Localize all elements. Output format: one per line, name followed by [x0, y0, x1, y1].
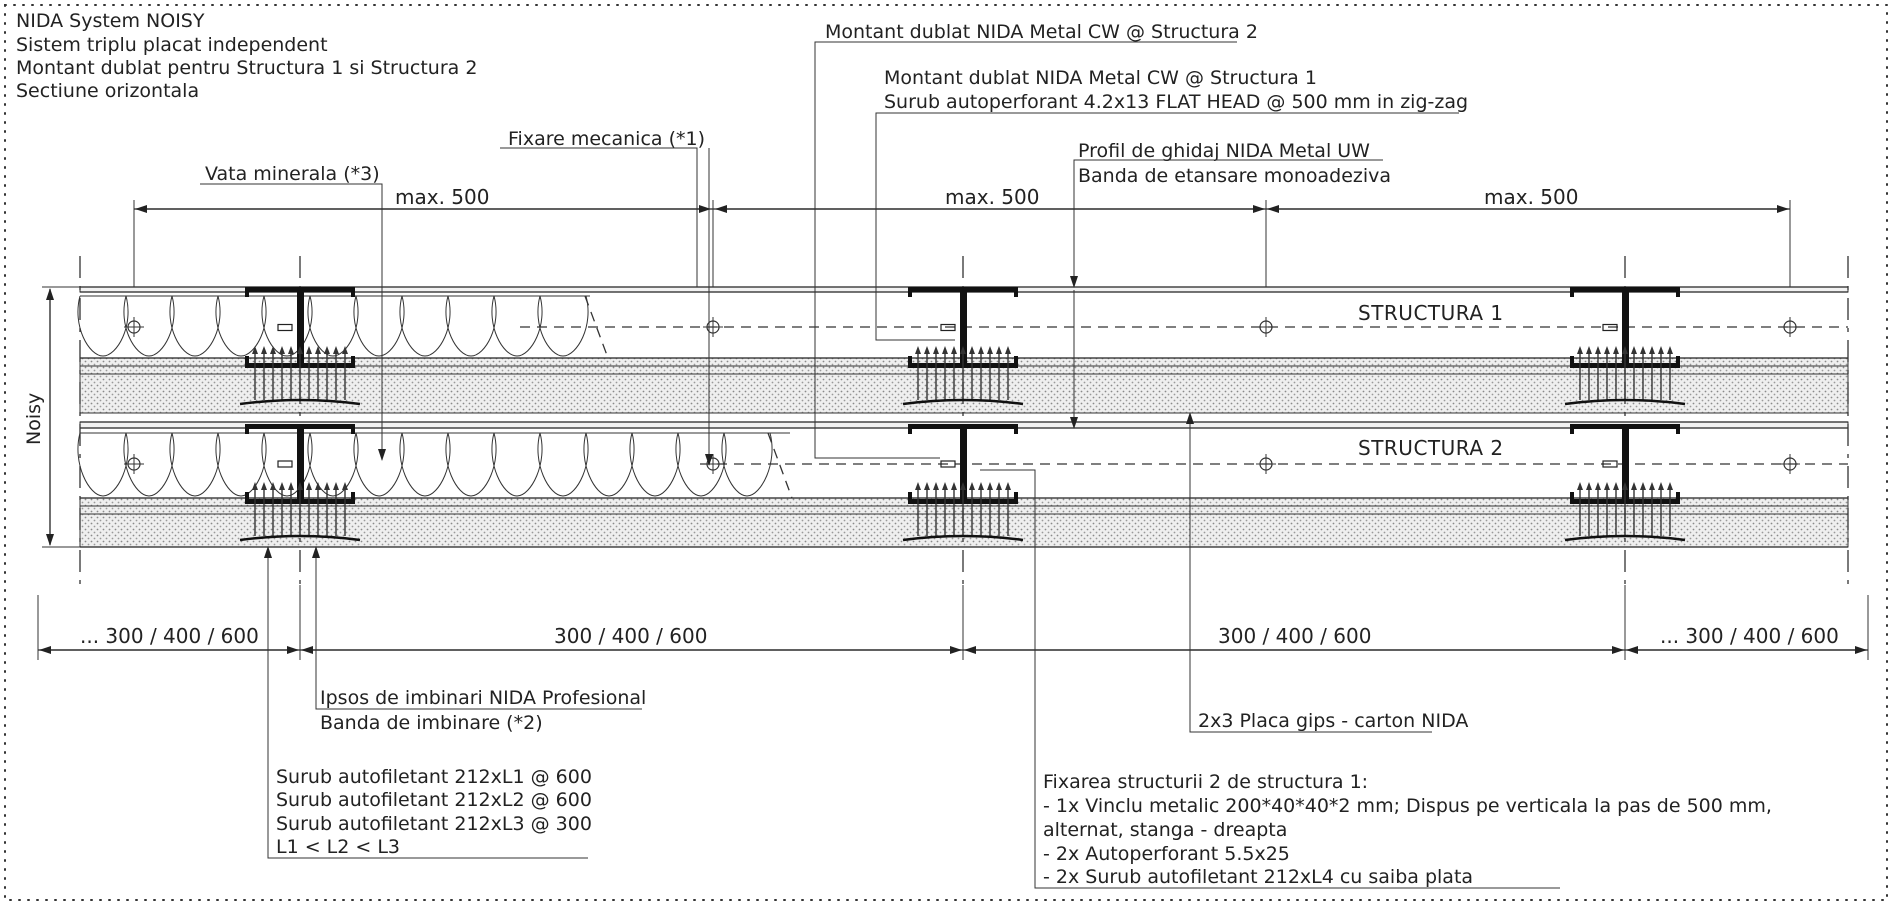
bottom-dim-3: 300 / 400 / 600 — [1218, 624, 1371, 648]
label-fixarea-1: Fixarea structurii 2 de structura 1: — [1043, 771, 1368, 793]
mineral-wool-1 — [77, 295, 589, 357]
top-dimensions: max. 500 max. 500 max. 500 — [133, 185, 1791, 287]
title-line-4: Sectiune orizontala — [16, 80, 199, 102]
title-line-2: Sistem triplu placat independent — [16, 34, 328, 56]
leader-fixarea: Fixarea structurii 2 de structura 1: - 1… — [980, 469, 1772, 889]
label-surub-1: Surub autofiletant 212xL1 @ 600 — [276, 766, 592, 788]
leader-profil-uw: Profil de ghidaj NIDA Metal UW Banda de … — [1070, 140, 1391, 429]
label-surub-2: Surub autofiletant 212xL2 @ 600 — [276, 789, 592, 811]
leader-suruburi: Surub autofiletant 212xL1 @ 600 Surub au… — [264, 546, 592, 859]
label-fixarea-5: - 2x Surub autofiletant 212xL4 cu saiba … — [1043, 866, 1473, 888]
leader-ipsos: Ipsos de imbinari NIDA Profesional Banda… — [312, 546, 646, 734]
label-vata-minerala: Vata minerala (*3) — [205, 163, 380, 185]
label-fixare-mecanica: Fixare mecanica (*1) — [508, 128, 705, 150]
label-banda-etansare: Banda de etansare monoadeziva — [1078, 165, 1391, 187]
label-surub-3: Surub autofiletant 212xL3 @ 300 — [276, 813, 592, 835]
title-line-1: NIDA System NOISY — [16, 10, 205, 32]
centerline-marker — [1780, 454, 1800, 474]
centerline-marker — [124, 317, 144, 337]
label-profil-uw: Profil de ghidaj NIDA Metal UW — [1078, 140, 1370, 162]
label-placa-gips: 2x3 Placa gips - carton NIDA — [1198, 710, 1468, 732]
label-montant-s2: Montant dublat NIDA Metal CW @ Structura… — [825, 21, 1258, 43]
top-dim-3: max. 500 — [1484, 185, 1578, 209]
cw-stud — [1564, 424, 1686, 542]
label-fixarea-4: - 2x Autoperforant 5.5x25 — [1043, 843, 1290, 865]
centerline-marker — [1780, 317, 1800, 337]
cw-stud — [902, 287, 1024, 406]
leader-montant-s2: Montant dublat NIDA Metal CW @ Structura… — [814, 21, 1258, 459]
leader-fixare-mecanica: Fixare mecanica (*1) — [500, 128, 713, 466]
mineral-wool-2 — [77, 432, 773, 497]
structura-2-label: STRUCTURA 2 — [1358, 436, 1504, 460]
structura-1-label: STRUCTURA 1 — [1358, 301, 1504, 325]
centerline-marker — [703, 317, 723, 337]
label-ipsos: Ipsos de imbinari NIDA Profesional — [320, 687, 646, 709]
wall-section — [77, 256, 1849, 585]
centerline-marker — [124, 454, 144, 474]
label-fixarea-3: alternat, stanga - dreapta — [1043, 819, 1287, 841]
label-montant-s1: Montant dublat NIDA Metal CW @ Structura… — [884, 67, 1317, 89]
title-line-3: Montant dublat pentru Structura 1 si Str… — [16, 57, 477, 79]
label-surub-flat: Surub autoperforant 4.2x13 FLAT HEAD @ 5… — [884, 91, 1468, 113]
top-dim-1: max. 500 — [395, 185, 489, 209]
centerline-marker — [1256, 317, 1276, 337]
cw-stud — [239, 287, 361, 406]
cw-stud — [1564, 287, 1686, 406]
noisy-dimension: Noisy — [23, 286, 80, 548]
centerline-marker — [703, 454, 723, 474]
leader-placa-gips: 2x3 Placa gips - carton NIDA — [1186, 412, 1468, 733]
bottom-dim-2: 300 / 400 / 600 — [554, 624, 707, 648]
label-banda-imbinare: Banda de imbinare (*2) — [320, 712, 543, 734]
label-surub-4: L1 < L2 < L3 — [276, 836, 400, 858]
bottom-dimensions: ... 300 / 400 / 600 300 / 400 / 600 300 … — [37, 585, 1869, 660]
title-block: NIDA System NOISY Sistem triplu placat i… — [16, 10, 477, 102]
bottom-dim-1: ... 300 / 400 / 600 — [80, 624, 259, 648]
cw-stud — [239, 424, 361, 542]
bottom-dim-4: ... 300 / 400 / 600 — [1660, 624, 1839, 648]
dotted-frame — [4, 4, 1888, 901]
noisy-label: Noisy — [23, 393, 45, 445]
label-fixarea-2: - 1x Vinclu metalic 200*40*40*2 mm; Disp… — [1043, 795, 1772, 817]
leader-vata-minerala: Vata minerala (*3) — [200, 163, 386, 461]
top-dim-2: max. 500 — [945, 185, 1039, 209]
leader-montant-s1: Montant dublat NIDA Metal CW @ Structura… — [875, 67, 1468, 341]
centerline-marker — [1256, 454, 1276, 474]
cw-stud — [902, 424, 1024, 542]
